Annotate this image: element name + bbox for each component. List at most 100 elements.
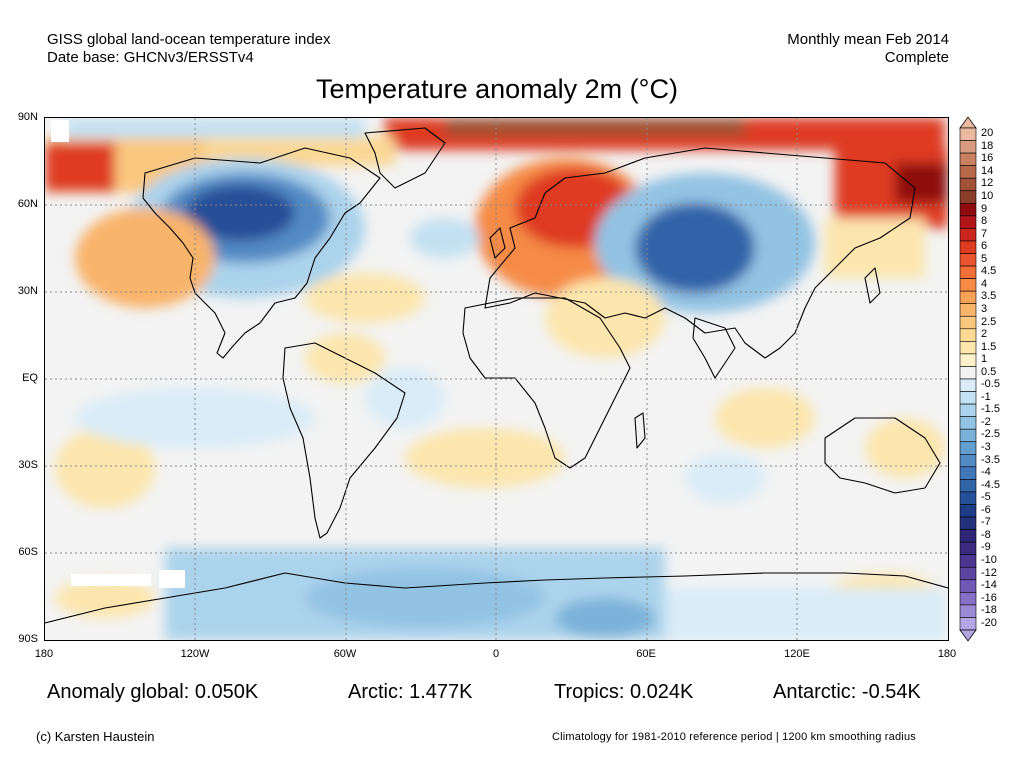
colorbar-swatch (959, 253, 977, 267)
colorbar-swatch (959, 479, 977, 493)
colorbar-swatch (959, 290, 977, 304)
colorbar-tick-label: -3.5 (981, 453, 1000, 466)
colorbar-swatch (959, 278, 977, 292)
lon-label: 180 (34, 648, 54, 660)
colorbar-tick-label: 16 (981, 152, 994, 165)
colorbar-tick-label: -16 (981, 591, 997, 604)
colorbar-tick-label: 5 (981, 252, 988, 265)
colorbar-swatch (959, 604, 977, 618)
lat-label: 90S (18, 633, 38, 645)
colorbar-swatch (959, 165, 977, 179)
colorbar-tick-label: -10 (981, 553, 997, 566)
colorbar-swatch (959, 240, 977, 254)
colorbar-swatch (959, 328, 977, 342)
map-title: Temperature anomaly 2m (°C) (316, 74, 678, 104)
colorbar-tick-label: 4.5 (981, 265, 997, 278)
anomaly-map (44, 117, 949, 641)
colorbar-swatch (959, 366, 977, 380)
colorbar-tick-label: 2 (981, 328, 988, 341)
colorbar-labels: 20 18 16 14 12 10 9 8 7 6 5 4.5 4 3.5 3 2.5 2 1.5 1 0.5 -0.5… (981, 116, 1017, 642)
colorbar-swatch (959, 453, 977, 468)
colorbar-swatch (959, 403, 977, 417)
colorbar-swatch (959, 441, 977, 455)
colorbar-tick-label: -14 (981, 579, 997, 592)
source-title: GISS global land-ocean temperature index (47, 31, 331, 48)
colorbar-tick-label: 3.5 (981, 290, 997, 303)
colorbar-swatch (959, 554, 977, 568)
colorbar-swatch (959, 190, 977, 204)
colorbar-tick-label: -8 (981, 528, 991, 541)
lon-label: 60E (636, 648, 656, 660)
colorbar-swatch (959, 516, 977, 530)
colorbar-tick-label: 20 (981, 127, 994, 140)
database-line: Date base: GHCNv3/ERSSTv4 (47, 49, 254, 66)
colorbar-tick-label: -6 (981, 503, 991, 516)
colorbar-min-arrow (959, 629, 977, 642)
lon-label: 120W (180, 648, 210, 660)
colorbar-tick-label: 3 (981, 302, 988, 315)
colorbar-swatch (959, 228, 977, 242)
colorbar-tick-label: -20 (981, 616, 997, 629)
colorbar-swatch (959, 378, 977, 392)
colorbar-tick-label: -5 (981, 491, 991, 504)
colorbar-swatch (959, 466, 977, 480)
colorbar-tick-label: -4 (981, 466, 991, 479)
colorbar-tick-label: 10 (981, 190, 994, 203)
colorbar-swatch (959, 177, 977, 192)
colorbar-swatch (959, 541, 977, 555)
colorbar-max-arrow (959, 116, 977, 129)
colorbar-tick-label: 18 (981, 139, 994, 152)
colorbar-swatch (959, 428, 977, 443)
lon-label: 0 (492, 648, 500, 660)
colorbar-swatch (959, 203, 977, 217)
colorbar-swatch (959, 315, 977, 330)
colorbar-tick-label: 1 (981, 353, 988, 366)
no-data-patch (71, 574, 151, 586)
colorbar-swatch (959, 215, 977, 229)
copyright: (c) Karsten Haustein (36, 729, 155, 744)
colorbar-tick-label: -0.5 (981, 378, 1000, 391)
colorbar-tick-label: 1.5 (981, 340, 997, 353)
lat-label: 60S (18, 546, 38, 558)
anomaly-field (45, 118, 948, 640)
arctic-anomaly: Arctic: 1.477K (348, 681, 473, 703)
colorbar-swatch (959, 391, 977, 405)
colorbar-swatch (959, 303, 977, 317)
colorbar-tick-label: 12 (981, 177, 994, 190)
antarctic-anomaly: Antarctic: -0.54K (773, 681, 921, 703)
colorbar-tick-label: -7 (981, 516, 991, 529)
colorbar-tick-label: 7 (981, 227, 988, 240)
colorbar-tick-label: 9 (981, 202, 988, 215)
colorbar-tick-label: -2.5 (981, 428, 1000, 441)
lat-label: 30S (18, 459, 38, 471)
colorbar-tick-label: -18 (981, 604, 997, 617)
colorbar-swatch (959, 592, 977, 606)
no-data-patch (51, 120, 69, 142)
colorbar-swatch (959, 341, 977, 355)
colorbar-swatch (959, 127, 977, 141)
coastlines (45, 127, 948, 624)
colorbar-tick-label: 2.5 (981, 315, 997, 328)
colorbar-tick-label: -1 (981, 390, 991, 403)
colorbar-tick-label: 0.5 (981, 365, 997, 378)
colorbar-swatch (959, 566, 977, 581)
colorbar-swatch (959, 353, 977, 367)
lat-label: 90N (17, 111, 38, 123)
lat-label: EQ (22, 372, 38, 384)
graticule (45, 118, 948, 640)
colorbar-swatch (959, 504, 977, 518)
anomaly-shading (45, 118, 948, 640)
lon-label: 180 (937, 648, 957, 660)
climatology-note: Climatology for 1981-2010 reference peri… (552, 731, 916, 743)
completeness-line: Complete (884, 49, 949, 66)
colorbar-tick-label: -4.5 (981, 478, 1000, 491)
colorbar-swatch (959, 529, 977, 543)
lon-label: 120E (784, 648, 810, 660)
period-line: Monthly mean Feb 2014 (787, 31, 949, 48)
colorbar-tick-label: 4 (981, 277, 988, 290)
colorbar-tick-label: -9 (981, 541, 991, 554)
lon-label: 60W (333, 648, 357, 660)
colorbar-swatch (959, 140, 977, 154)
tropics-anomaly: Tropics: 0.024K (554, 681, 694, 703)
colorbar-tick-label: -3 (981, 441, 991, 454)
